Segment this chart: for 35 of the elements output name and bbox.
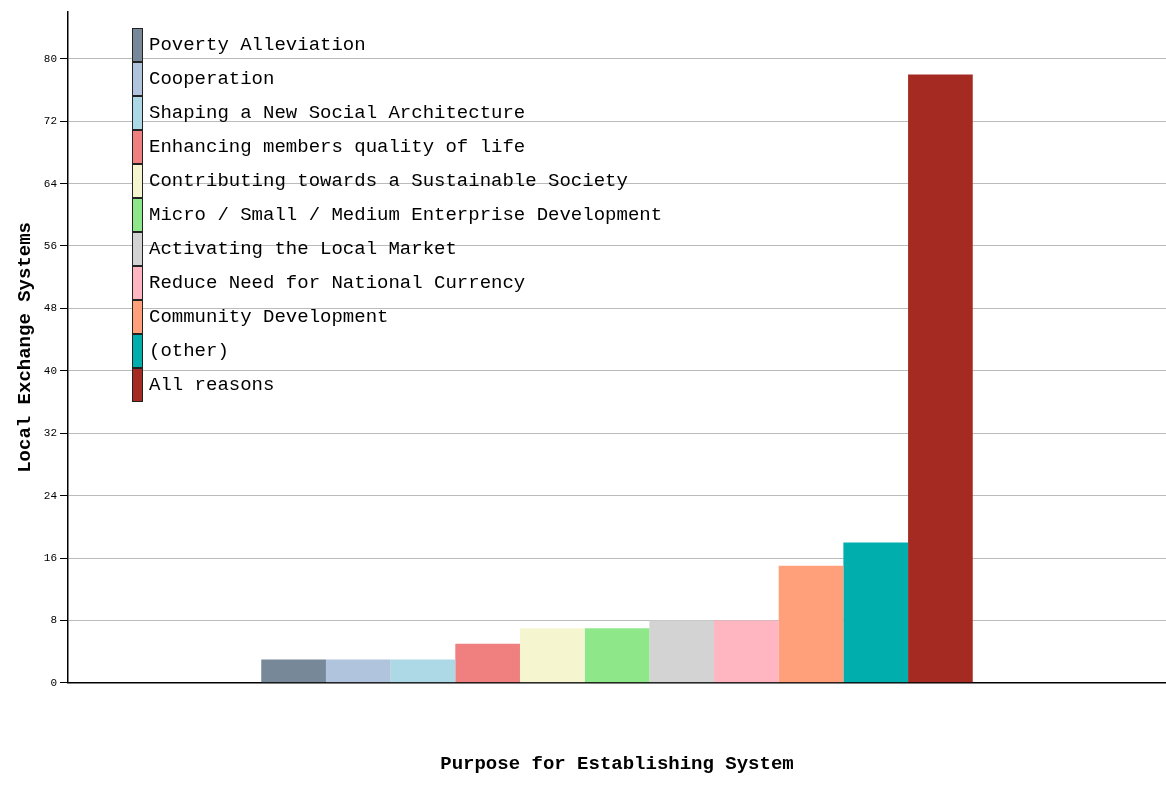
y-tick-label: 40 bbox=[43, 364, 57, 377]
legend-label: Shaping a New Social Architecture bbox=[149, 102, 526, 124]
bar bbox=[714, 620, 779, 683]
bar bbox=[519, 628, 585, 683]
bar bbox=[908, 74, 973, 683]
legend-label: Community Development bbox=[149, 306, 389, 328]
y-axis-title: Local Exchange Systems bbox=[14, 221, 37, 473]
bar bbox=[261, 659, 326, 683]
y-tick-label: 0 bbox=[50, 676, 57, 689]
bar bbox=[843, 542, 909, 683]
y-tick-label: 80 bbox=[43, 52, 57, 65]
bar bbox=[649, 620, 715, 683]
legend-label: Poverty Alleviation bbox=[149, 34, 366, 56]
legend-label: Reduce Need for National Currency bbox=[149, 272, 526, 294]
y-tick-label: 8 bbox=[50, 614, 57, 627]
bar bbox=[390, 659, 456, 683]
y-tick-label: 72 bbox=[43, 115, 57, 128]
legend-label: Contributing towards a Sustainable Society bbox=[149, 170, 628, 192]
bar bbox=[455, 643, 520, 683]
legend-label: Activating the Local Market bbox=[149, 238, 457, 260]
y-tick-label: 16 bbox=[43, 551, 57, 564]
y-tick-label: 64 bbox=[43, 177, 58, 190]
y-tick-label: 48 bbox=[43, 302, 57, 315]
x-axis-title: Purpose for Establishing System bbox=[440, 753, 794, 776]
legend-label: Enhancing members quality of life bbox=[149, 136, 526, 158]
bar bbox=[325, 659, 391, 683]
y-tick-label: 56 bbox=[43, 239, 57, 252]
legend-label: All reasons bbox=[149, 374, 275, 396]
legend-label: Cooperation bbox=[149, 68, 275, 90]
legend-label: (other) bbox=[149, 340, 229, 362]
bar bbox=[778, 565, 844, 683]
y-tick-label: 32 bbox=[43, 427, 57, 440]
legend-label: Micro / Small / Medium Enterprise Development bbox=[149, 204, 663, 226]
y-tick-label: 24 bbox=[43, 489, 58, 502]
bar bbox=[584, 628, 650, 683]
